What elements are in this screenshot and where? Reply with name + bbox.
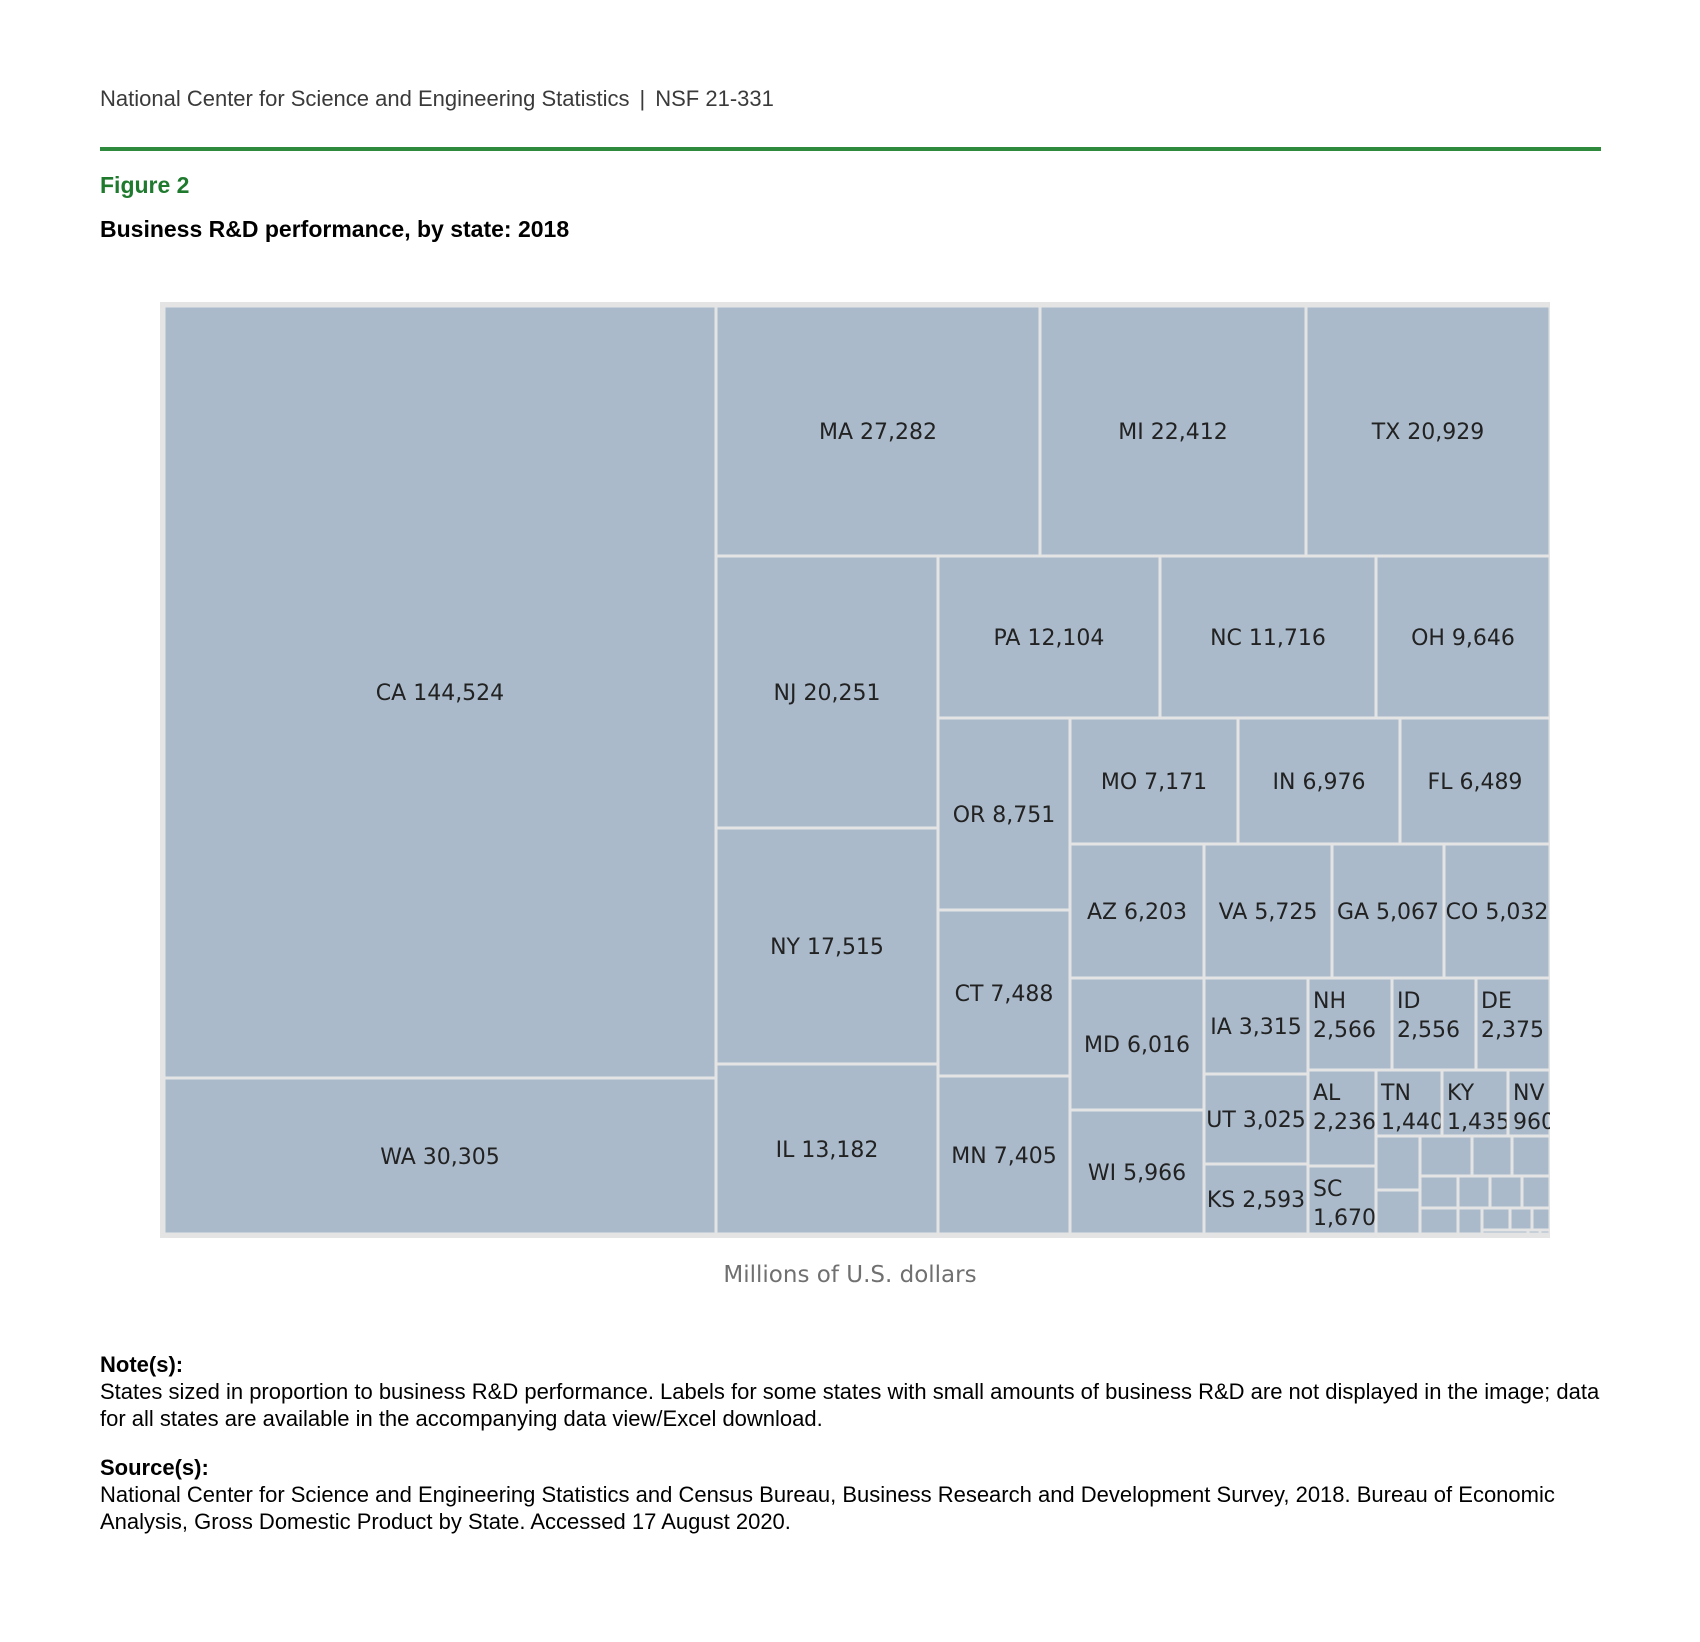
value-axis-caption: Millions of U.S. dollars (723, 1262, 977, 1288)
treemap-cell-md (1068, 976, 1206, 1112)
treemap-label-il: IL 13,182 (776, 1138, 879, 1163)
treemap-label-ut: UT 3,025 (1206, 1108, 1306, 1133)
treemap-cell-co (1442, 842, 1550, 980)
notes-heading: Note(s): (100, 1352, 184, 1377)
treemap-cell-mn (936, 1074, 1072, 1236)
header-rule (100, 147, 1601, 151)
treemap-label-oh: OH 9,646 (1411, 626, 1515, 651)
treemap-cell-unlabeled-3 (1418, 1134, 1474, 1178)
treemap-cell-ut (1202, 1072, 1310, 1166)
treemap-cell-unlabeled-9 (1520, 1174, 1550, 1210)
treemap-cell-in (1236, 716, 1402, 846)
treemap-cell-ga (1330, 842, 1446, 980)
treemap-cell-unlabeled-12 (1480, 1206, 1512, 1232)
figure-label: Figure 2 (100, 172, 190, 198)
treemap-label-ct: CT 7,488 (955, 982, 1054, 1007)
treemap-cell-or (936, 716, 1072, 912)
treemap-cell-unlabeled-14 (1530, 1206, 1550, 1232)
treemap-cell-unlabeled-8 (1488, 1174, 1524, 1210)
treemap-cell-wa (162, 1076, 718, 1236)
treemap-label-id: ID 2,556 (1397, 989, 1460, 1043)
treemap-cell-unlabeled-5 (1510, 1134, 1550, 1178)
treemap-label-tn: TN 1,440 (1380, 1081, 1444, 1135)
treemap-label-nj: NJ 20,251 (774, 681, 881, 706)
treemap-cell-unlabeled-10 (1418, 1206, 1460, 1236)
treemap-cell-unlabeled-4 (1470, 1134, 1514, 1178)
treemap-cell-unlabeled-11 (1456, 1206, 1484, 1236)
treemap-cell-unlabeled-17 (1538, 1228, 1550, 1236)
treemap-cell-unlabeled-16 (1526, 1228, 1542, 1236)
treemap-label-de: DE 2,375 (1481, 989, 1544, 1043)
treemap-cell-ky (1440, 1068, 1510, 1138)
notes-text: States sized in proportion to business R… (100, 1379, 1600, 1431)
treemap-label-al: AL 2,236 (1313, 1081, 1376, 1135)
treemap-label-wa: WA 30,305 (380, 1145, 500, 1170)
treemap-cell-nj (714, 554, 940, 830)
treemap-label-ma: MA 27,282 (819, 420, 937, 445)
treemap-cell-unlabeled-13 (1508, 1206, 1534, 1232)
treemap-cell-unlabeled-15 (1480, 1228, 1530, 1236)
treemap-label-ca: CA 144,524 (376, 681, 504, 706)
report-id: NSF 21-331 (655, 86, 774, 111)
treemap-cell-unlabeled-7 (1456, 1174, 1492, 1210)
treemap-label-co: CO 5,032 (1446, 900, 1549, 925)
treemap-label-ky: KY 1,435 (1447, 1081, 1510, 1135)
treemap-label-sc: SC 1,670 (1313, 1177, 1376, 1231)
sources-heading: Source(s): (100, 1455, 209, 1480)
treemap-cell-fl (1398, 716, 1550, 846)
treemap-cell-ca (162, 304, 718, 1080)
treemap-label-va: VA 5,725 (1219, 900, 1318, 925)
treemap-cell-ia (1202, 976, 1310, 1076)
treemap-label-mo: MO 7,171 (1101, 770, 1207, 795)
org-name: National Center for Science and Engineer… (100, 86, 630, 111)
treemap-label-md: MD 6,016 (1084, 1033, 1190, 1058)
treemap-cell-ma (714, 304, 1042, 558)
treemap-cell-tx (1304, 304, 1550, 558)
header-separator: | (639, 86, 646, 111)
report-header: National Center for Science and Engineer… (100, 86, 774, 112)
treemap-label-ga: GA 5,067 (1337, 900, 1439, 925)
treemap-label-mi: MI 22,412 (1118, 420, 1227, 445)
treemap-label-az: AZ 6,203 (1087, 900, 1187, 925)
treemap-label-wi: WI 5,966 (1088, 1161, 1186, 1186)
treemap-cell-ct (936, 908, 1072, 1078)
treemap-chart: CA 144,524 WA 30,305 MA 27,282 MI 22,412 TX … (160, 302, 1550, 1238)
figure-title: Business R&D performance, by state: 2018 (100, 216, 570, 242)
treemap-label-nh: NH 2,566 (1313, 989, 1376, 1043)
treemap-label-tx: TX 20,929 (1371, 420, 1484, 445)
treemap-cell-unlabeled-1 (1374, 1134, 1422, 1192)
treemap-label-nc: NC 11,716 (1210, 626, 1326, 651)
treemap-label-mn: MN 7,405 (951, 1144, 1056, 1169)
treemap-label-or: OR 8,751 (953, 803, 1056, 828)
treemap-label-nv: NV 960 (1513, 1081, 1550, 1135)
treemap-cell-ny (714, 826, 940, 1066)
treemap-label-fl: FL 6,489 (1428, 770, 1523, 795)
treemap-cell-id (1390, 976, 1478, 1072)
treemap-label-in: IN 6,976 (1273, 770, 1366, 795)
treemap-cell-oh (1374, 554, 1550, 720)
treemap-cell-mi (1038, 304, 1308, 558)
treemap-label-ks: KS 2,593 (1207, 1188, 1305, 1213)
treemap-cell-unlabeled-6 (1418, 1174, 1460, 1210)
sources-text: National Center for Science and Engineer… (100, 1482, 1555, 1534)
treemap-label-ia: IA 3,315 (1210, 1015, 1302, 1040)
treemap-label-ny: NY 17,515 (770, 935, 884, 960)
treemap-cell-mo (1068, 716, 1240, 846)
treemap-cell-nv (1506, 1068, 1550, 1138)
treemap-label-pa: PA 12,104 (994, 626, 1105, 651)
treemap-cell-unlabeled-2 (1374, 1188, 1422, 1236)
